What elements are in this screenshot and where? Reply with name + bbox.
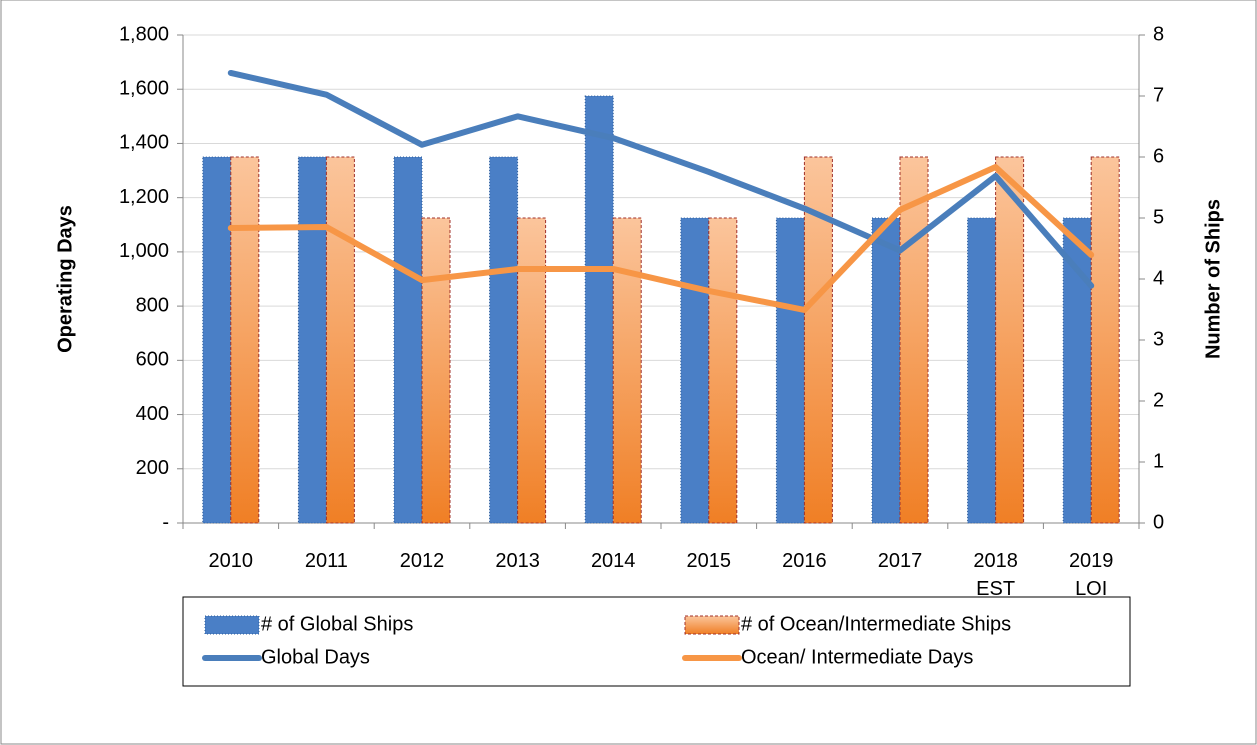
x-tick-label: 2019 LOI (1068, 550, 1114, 600)
x-tick-label: 2016 (782, 550, 827, 572)
x-tick-label: 2017 (877, 550, 923, 572)
legend-swatch (204, 615, 260, 635)
bar (421, 217, 451, 524)
line (227, 69, 1095, 289)
x-tick-label: 2013 (495, 550, 540, 572)
bar (202, 156, 232, 524)
y-tick-label: 400 (136, 403, 169, 425)
legend-label: Ocean/ Intermediate Days (741, 646, 973, 668)
y2-tick-label: 4 (1153, 267, 1164, 289)
bar (297, 156, 327, 524)
bar (775, 217, 805, 524)
bar (680, 217, 710, 524)
y-tick-label: 1,200 (119, 186, 169, 208)
bar (995, 156, 1025, 524)
y2-tick-label: 1 (1153, 450, 1164, 472)
y-tick-label: 1,800 (119, 23, 169, 45)
y-tick-label: 1,000 (119, 240, 169, 262)
y-tick-label: - (162, 511, 169, 533)
x-tick-label: 2012 (399, 550, 445, 572)
y-tick-label: 800 (136, 294, 169, 316)
y2-axis-label: Number of Ships (1202, 199, 1224, 359)
bar (612, 217, 642, 524)
bar (489, 156, 519, 524)
y2-tick-label: 7 (1153, 84, 1164, 106)
bar (393, 156, 423, 524)
legend-swatch (684, 615, 740, 635)
y2-tick-label: 5 (1153, 206, 1164, 228)
y-tick-label: 1,600 (119, 78, 169, 100)
x-tick-label: 2011 (304, 550, 348, 572)
y2-tick-label: 2 (1153, 389, 1164, 411)
bar (517, 217, 547, 524)
y2-tick-label: 8 (1153, 23, 1164, 45)
legend-label: Global Days (261, 646, 370, 668)
x-tick-label: 2010 (208, 550, 254, 572)
y2-tick-label: 6 (1153, 145, 1164, 167)
line (227, 164, 1095, 313)
bar (325, 156, 355, 524)
bar (967, 217, 997, 524)
legend-box (182, 596, 1131, 687)
legend-label: # of Global Ships (261, 613, 413, 635)
y2-tick-label: 0 (1153, 511, 1164, 533)
bar (899, 156, 929, 524)
y-axis-label: Operating Days (54, 205, 76, 353)
bar (230, 156, 260, 524)
x-tick-label: 2014 (590, 550, 636, 572)
bar (871, 217, 901, 524)
x-tick-label: 2015 (686, 550, 732, 572)
bar (708, 217, 738, 524)
y-tick-label: 600 (136, 349, 169, 371)
bar (1062, 217, 1092, 524)
y2-tick-label: 3 (1153, 328, 1164, 350)
bar (1090, 156, 1120, 524)
legend-label: # of Ocean/Intermediate Ships (741, 613, 1011, 635)
x-tick-label: 2018 EST (973, 550, 1018, 600)
y-tick-label: 200 (136, 457, 169, 479)
y-tick-label: 1,400 (119, 132, 169, 154)
bar (584, 95, 614, 524)
